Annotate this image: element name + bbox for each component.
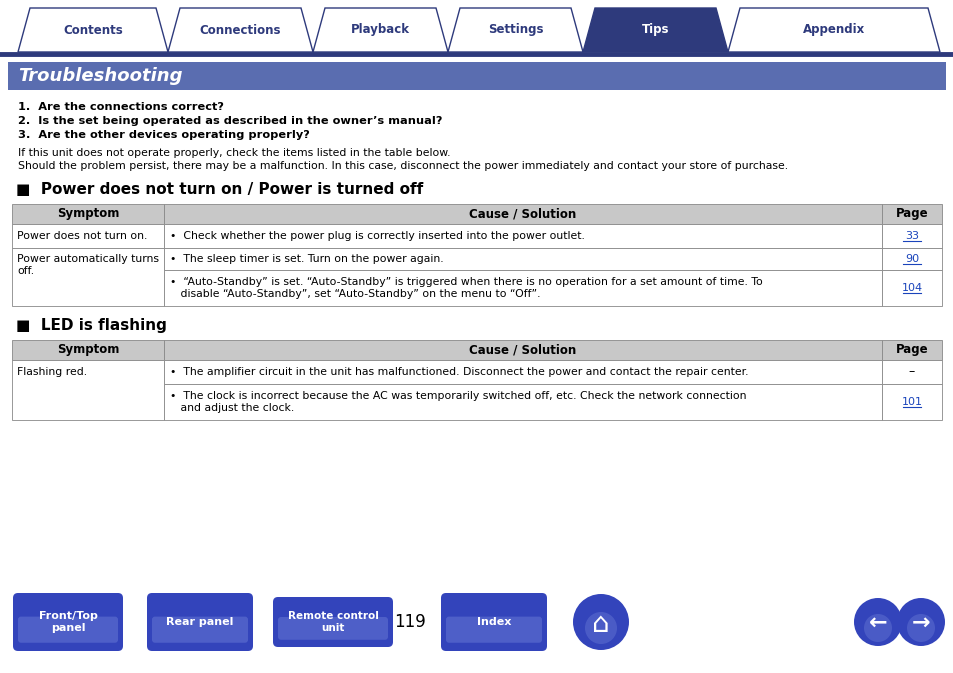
Bar (164, 340, 882, 360)
Circle shape (863, 614, 891, 642)
Text: →: → (911, 613, 929, 633)
Circle shape (896, 598, 944, 646)
FancyBboxPatch shape (277, 617, 388, 640)
Text: disable “Auto-Standby”, set “Auto-Standby” on the menu to “Off”.: disable “Auto-Standby”, set “Auto-Standb… (170, 289, 540, 299)
Text: –: – (908, 365, 914, 378)
Text: off.: off. (17, 266, 34, 276)
Text: Page: Page (895, 207, 927, 221)
Bar (12, 360, 164, 420)
Bar (164, 204, 882, 224)
Text: Rear panel: Rear panel (166, 617, 233, 627)
Text: Appendix: Appendix (802, 24, 864, 36)
Text: •  The clock is incorrect because the AC was temporarily switched off, etc. Chec: • The clock is incorrect because the AC … (170, 391, 745, 401)
Bar (164, 270, 882, 306)
Text: Power does not turn on.: Power does not turn on. (17, 231, 147, 241)
Text: Flashing red.: Flashing red. (17, 367, 87, 377)
Bar (164, 384, 882, 420)
Text: •  The amplifier circuit in the unit has malfunctioned. Disconnect the power and: • The amplifier circuit in the unit has … (170, 367, 748, 377)
Text: 2.  Is the set being operated as described in the owner’s manual?: 2. Is the set being operated as describe… (18, 116, 442, 126)
Text: Troubleshooting: Troubleshooting (18, 67, 182, 85)
Text: ⌂: ⌂ (592, 610, 609, 638)
Bar (12, 340, 164, 360)
Polygon shape (727, 8, 939, 52)
Text: Index: Index (476, 617, 511, 627)
Text: Playback: Playback (351, 24, 410, 36)
Text: Contents: Contents (63, 24, 123, 36)
Bar (164, 224, 882, 248)
Text: ■  Power does not turn on / Power is turned off: ■ Power does not turn on / Power is turn… (16, 182, 423, 197)
Circle shape (853, 598, 901, 646)
Text: •  “Auto-Standby” is set. “Auto-Standby” is triggered when there is no operation: • “Auto-Standby” is set. “Auto-Standby” … (170, 277, 762, 287)
Bar (882, 270, 941, 306)
Text: Tips: Tips (641, 24, 669, 36)
Bar (882, 384, 941, 420)
Text: Power automatically turns: Power automatically turns (17, 254, 159, 264)
Text: 90: 90 (904, 254, 918, 264)
Text: 104: 104 (901, 283, 922, 293)
Text: Should the problem persist, there may be a malfunction. In this case, disconnect: Should the problem persist, there may be… (18, 161, 787, 171)
Text: Front/Top
panel: Front/Top panel (38, 611, 97, 633)
Text: ←: ← (868, 613, 886, 633)
FancyBboxPatch shape (13, 593, 123, 651)
Text: Page: Page (895, 343, 927, 357)
Bar (882, 204, 941, 224)
Circle shape (573, 594, 628, 650)
Bar (882, 360, 941, 384)
Text: •  The sleep timer is set. Turn on the power again.: • The sleep timer is set. Turn on the po… (170, 254, 443, 264)
Bar (12, 224, 164, 248)
Bar (8, 62, 945, 90)
Text: Settings: Settings (487, 24, 542, 36)
Text: •  Check whether the power plug is correctly inserted into the power outlet.: • Check whether the power plug is correc… (170, 231, 584, 241)
Text: 101: 101 (901, 397, 922, 407)
Circle shape (584, 612, 617, 644)
FancyBboxPatch shape (18, 616, 118, 643)
Text: 119: 119 (394, 613, 425, 631)
Bar (164, 248, 882, 270)
Bar (164, 360, 882, 384)
Text: Symptom: Symptom (57, 207, 119, 221)
FancyBboxPatch shape (152, 616, 248, 643)
FancyBboxPatch shape (147, 593, 253, 651)
Circle shape (906, 614, 934, 642)
Text: Connections: Connections (199, 24, 281, 36)
Polygon shape (448, 8, 582, 52)
Bar (12, 248, 164, 306)
Text: Cause / Solution: Cause / Solution (469, 207, 576, 221)
Bar (12, 204, 164, 224)
Text: Cause / Solution: Cause / Solution (469, 343, 576, 357)
Bar (882, 340, 941, 360)
Text: 1.  Are the connections correct?: 1. Are the connections correct? (18, 102, 224, 112)
Text: If this unit does not operate properly, check the items listed in the table belo: If this unit does not operate properly, … (18, 148, 450, 158)
Text: ■  LED is flashing: ■ LED is flashing (16, 318, 167, 333)
Text: 33: 33 (904, 231, 918, 241)
Polygon shape (168, 8, 313, 52)
FancyBboxPatch shape (440, 593, 546, 651)
Polygon shape (313, 8, 448, 52)
Text: Remote control
unit: Remote control unit (287, 611, 378, 633)
Bar (882, 224, 941, 248)
Polygon shape (582, 8, 727, 52)
Text: Symptom: Symptom (57, 343, 119, 357)
FancyBboxPatch shape (273, 597, 393, 647)
Bar (882, 248, 941, 270)
Polygon shape (18, 8, 168, 52)
FancyBboxPatch shape (446, 616, 541, 643)
Text: and adjust the clock.: and adjust the clock. (170, 403, 294, 413)
Text: 3.  Are the other devices operating properly?: 3. Are the other devices operating prope… (18, 130, 310, 140)
